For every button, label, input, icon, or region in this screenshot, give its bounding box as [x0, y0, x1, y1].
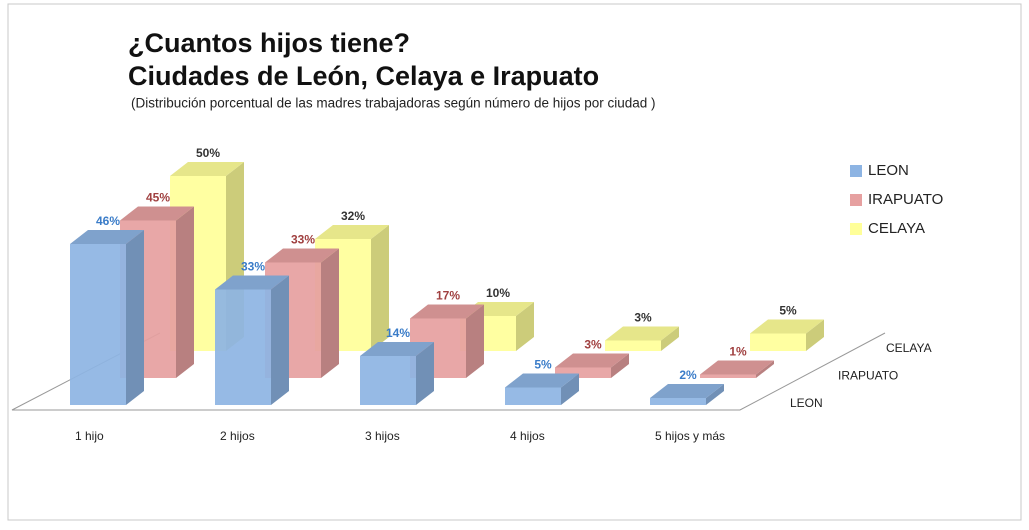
value-label: 50%	[196, 146, 220, 160]
legend-swatch	[850, 165, 862, 177]
bar-top	[605, 326, 679, 341]
bar	[605, 340, 661, 351]
value-label: 32%	[341, 209, 365, 223]
bar-side	[516, 302, 534, 351]
x-tick-label: 3 hijos	[365, 429, 400, 443]
bar-side	[561, 373, 579, 405]
legend-swatch	[850, 223, 862, 235]
bar-top	[555, 353, 629, 368]
bar-side	[176, 206, 194, 378]
bar-side	[271, 275, 289, 405]
chart-subtitle: (Distribución porcentual de las madres t…	[131, 96, 656, 111]
bar-side	[371, 225, 389, 351]
value-label: 3%	[584, 338, 602, 352]
value-label: 14%	[386, 326, 410, 340]
value-label: 3%	[634, 311, 652, 325]
value-label: 10%	[486, 286, 510, 300]
bar-top	[70, 230, 144, 244]
bar	[650, 398, 706, 405]
legend-label: CELAYA	[868, 220, 925, 237]
value-label: 33%	[241, 260, 265, 274]
bar-top	[315, 225, 389, 239]
bar	[215, 289, 271, 405]
bar-top	[750, 319, 824, 334]
bar-side	[806, 319, 824, 351]
value-label: 33%	[291, 233, 315, 247]
bar-top	[505, 373, 579, 388]
x-tick-label: 5 hijos y más	[655, 429, 725, 443]
depth-label: CELAYA	[886, 341, 932, 355]
bar-top	[120, 206, 194, 221]
bar-top	[410, 304, 484, 319]
bar-side	[466, 304, 484, 378]
depth-label: LEON	[790, 396, 823, 410]
bar-top	[650, 384, 724, 398]
bar-side	[756, 360, 774, 378]
x-tick-label: 4 hijos	[510, 429, 545, 443]
bar-top	[700, 360, 774, 375]
bar-top	[170, 162, 244, 176]
bar-side	[706, 384, 724, 405]
bar-top	[215, 275, 289, 290]
bar-side	[321, 248, 339, 378]
bar	[555, 367, 611, 378]
value-label: 1%	[729, 345, 747, 359]
depth-label: IRAPUATO	[838, 369, 898, 383]
legend-label: LEON	[868, 162, 909, 179]
bar-side	[126, 230, 144, 405]
value-label: 17%	[436, 289, 460, 303]
value-label: 45%	[146, 191, 170, 205]
value-label: 2%	[679, 368, 697, 382]
chart-title: ¿Cuantos hijos tiene?	[128, 28, 410, 58]
chart-title: Ciudades de León, Celaya e Irapuato	[128, 61, 599, 91]
bar	[70, 244, 126, 405]
bar-side	[661, 326, 679, 351]
bar	[750, 333, 806, 351]
bar	[505, 387, 561, 405]
bar	[360, 356, 416, 405]
bar-top	[265, 248, 339, 263]
legend-swatch	[850, 194, 862, 206]
value-label: 5%	[534, 358, 552, 372]
bar-side	[416, 342, 434, 405]
bar-side	[611, 353, 629, 378]
x-tick-label: 1 hijo	[75, 429, 104, 443]
value-label: 5%	[779, 304, 797, 318]
bar-top	[360, 342, 434, 356]
legend-label: IRAPUATO	[868, 191, 943, 208]
x-tick-label: 2 hijos	[220, 429, 255, 443]
value-label: 46%	[96, 214, 120, 228]
bar	[700, 374, 756, 378]
